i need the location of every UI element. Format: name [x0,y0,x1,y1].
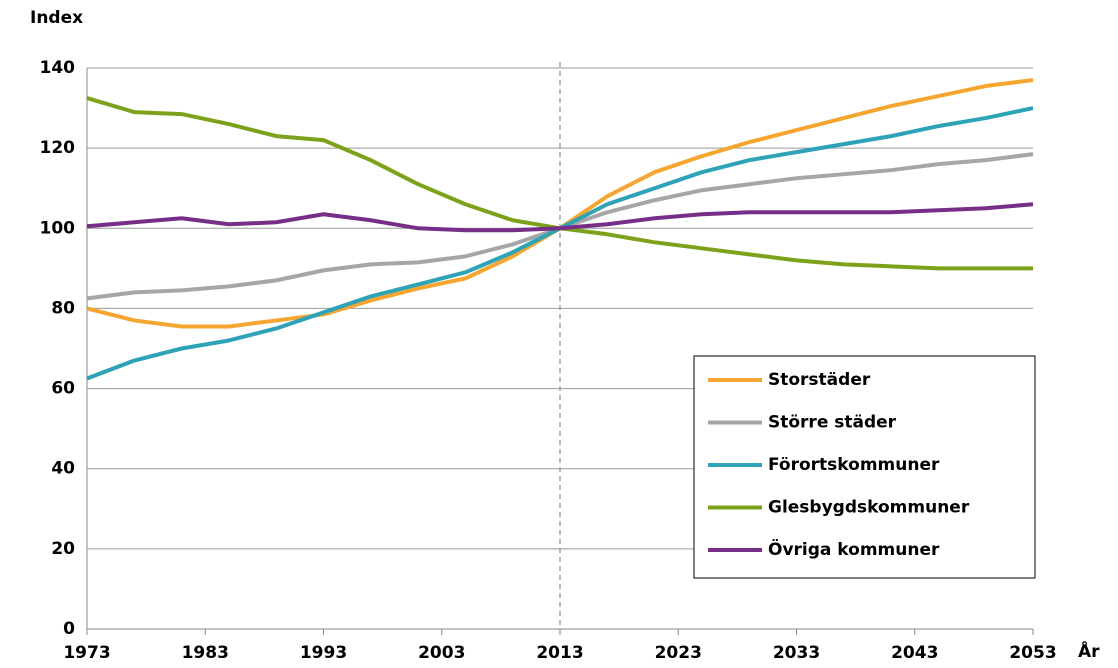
y-tick-label: 40 [51,459,75,479]
y-tick-label: 0 [63,619,75,639]
legend-label: Glesbygdskommuner [768,498,970,518]
x-tick-label: 1973 [63,643,110,663]
legend-label: Förortskommuner [768,455,940,475]
x-tick-label: 2033 [773,643,820,663]
x-tick-label: 2013 [536,643,583,663]
x-tick-label: 2053 [1009,643,1056,663]
x-tick-label: 1983 [182,643,229,663]
legend-label: Övriga kommuner [768,538,940,560]
y-tick-label: 140 [40,58,76,78]
x-tick-label: 2023 [655,643,702,663]
data-line [86,202,1034,233]
x-axis-title: År [1078,639,1100,662]
x-tick-label: 1993 [300,643,347,663]
x-tick-label: 2043 [891,643,938,663]
legend-label: Större städer [768,413,897,433]
y-tick-label: 80 [51,298,75,318]
legend-label: Storstäder [768,370,871,390]
x-tick-label: 2003 [418,643,465,663]
y-axis-title: Index [30,8,83,28]
y-tick-label: 120 [40,138,76,158]
y-tick-label: 60 [51,379,75,399]
y-tick-label: 20 [51,539,75,559]
y-tick-label: 100 [40,218,76,238]
